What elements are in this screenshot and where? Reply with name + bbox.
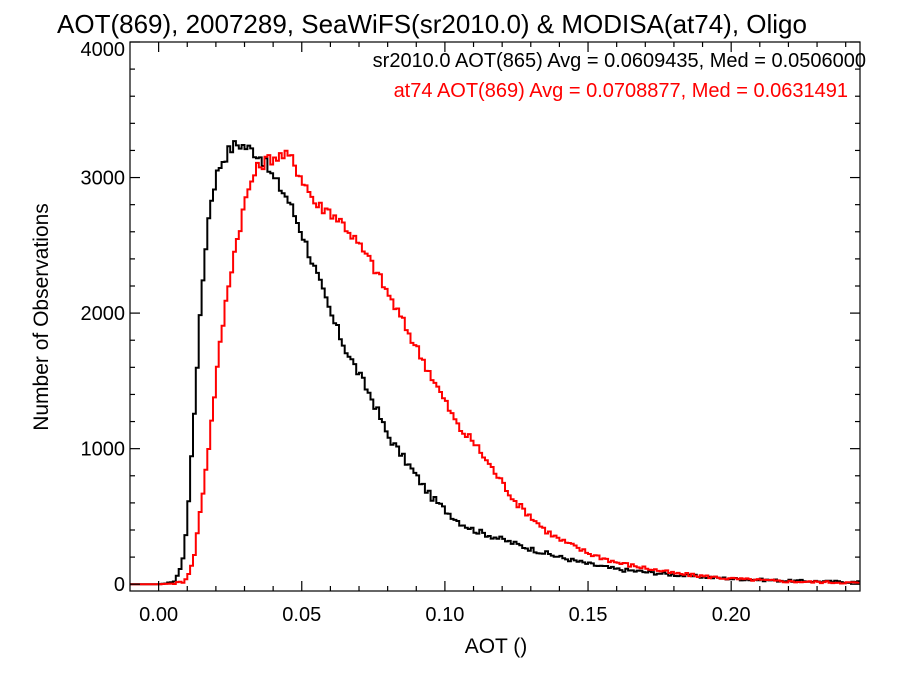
- y-tick-label: 3000: [81, 168, 126, 190]
- y-tick-label: 4000: [81, 39, 126, 61]
- plot-frame: [129, 41, 861, 592]
- chart-title: AOT(869), 2007289, SeaWiFS(sr2010.0) & M…: [57, 9, 807, 39]
- y-tick-label: 1000: [81, 439, 126, 461]
- x-tick-label: 0.15: [569, 604, 608, 626]
- series-layer: [130, 140, 860, 586]
- legend-entry-sr2010: sr2010.0 AOT(865) Avg = 0.0609435, Med =…: [373, 50, 866, 72]
- series-sr2010-line: [130, 140, 860, 586]
- series-at74-line: [130, 149, 860, 586]
- x-tick-label: 0.00: [139, 604, 178, 626]
- y-tick-label: 2000: [81, 303, 126, 325]
- x-tick-label: 0.10: [425, 604, 464, 626]
- y-tick-label: 0: [114, 574, 125, 596]
- legend-entry-at74: at74 AOT(869) Avg = 0.0708877, Med = 0.0…: [394, 80, 848, 102]
- ticks-layer: 0.00 0.05 0.10 0.15 0.20 0 1000 2000 3000 4000: [81, 39, 860, 626]
- x-tick-label: 0.20: [712, 604, 751, 626]
- y-axis-label: Number of Observations: [30, 203, 53, 431]
- x-axis-label: AOT (): [465, 635, 528, 658]
- x-tick-label: 0.05: [282, 604, 321, 626]
